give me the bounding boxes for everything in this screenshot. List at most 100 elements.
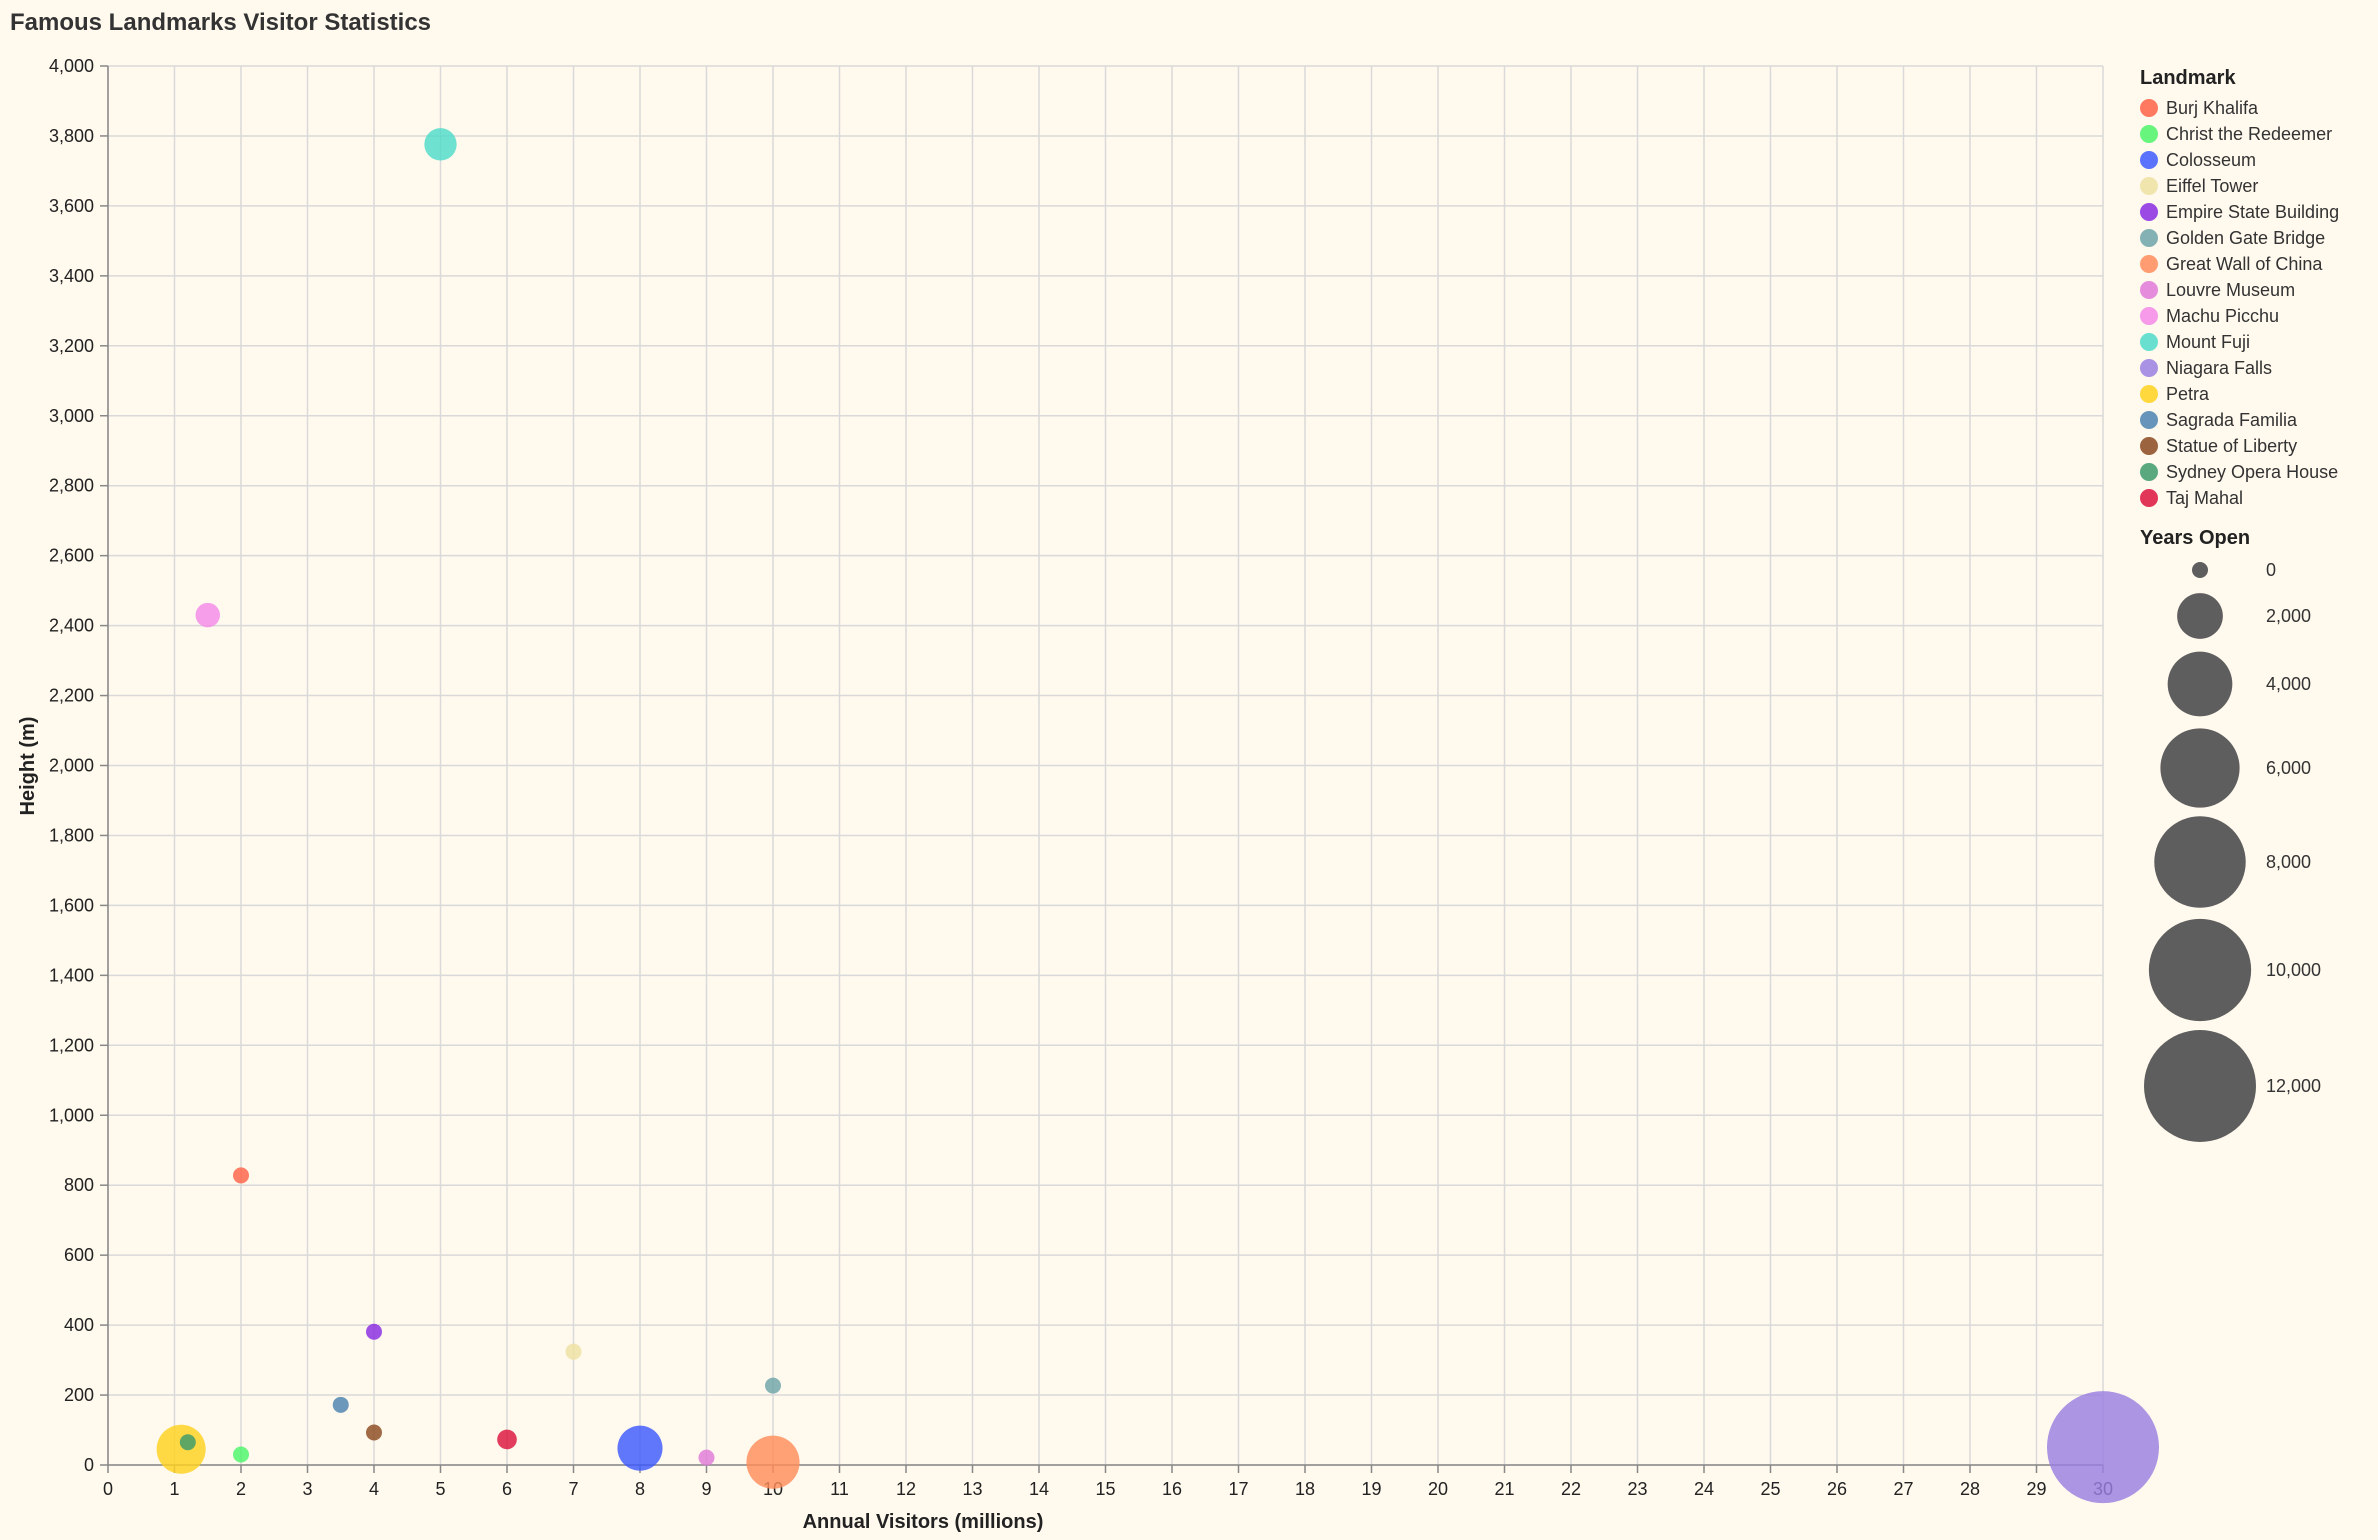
y-tick-label: 3,800	[49, 126, 94, 146]
point-sydney-opera-house[interactable]	[179, 1434, 196, 1451]
y-tick-label: 600	[64, 1245, 94, 1265]
point-taj-mahal[interactable]	[497, 1429, 517, 1450]
legend-swatch	[2140, 463, 2158, 481]
y-tick-label: 1,400	[49, 965, 94, 985]
y-tick-label: 2,400	[49, 616, 94, 636]
legend-label: Machu Picchu	[2166, 306, 2279, 326]
x-tick-label: 13	[962, 1479, 982, 1499]
point-niagara-falls[interactable]	[2047, 1391, 2159, 1504]
legend-swatch	[2140, 125, 2158, 143]
legend-swatch	[2140, 151, 2158, 169]
legend-label: Mount Fuji	[2166, 332, 2250, 352]
legend-swatch	[2140, 177, 2158, 195]
size-legend-title: Years Open	[2140, 527, 2250, 549]
size-legend-label: 8,000	[2266, 852, 2311, 872]
y-tick-label: 200	[64, 1385, 94, 1405]
size-legend-label: 2,000	[2266, 606, 2311, 626]
x-axis-title: Annual Visitors (millions)	[803, 1511, 1044, 1533]
point-golden-gate-bridge[interactable]	[765, 1377, 781, 1394]
point-louvre-museum[interactable]	[698, 1449, 715, 1466]
y-tick-label: 2,800	[49, 476, 94, 496]
size-legend-circle	[2154, 816, 2246, 908]
legend-swatch	[2140, 411, 2158, 429]
color-legend-title: Landmark	[2140, 67, 2236, 89]
size-legend-label: 6,000	[2266, 758, 2311, 778]
legend: Landmark Years Open Burj Khalifa Christ t…	[2140, 67, 2339, 1142]
legend-swatch	[2140, 281, 2158, 299]
legend-label: Christ the Redeemer	[2166, 124, 2332, 144]
point-colosseum[interactable]	[617, 1425, 663, 1471]
size-legend-circle	[2177, 593, 2223, 639]
point-machu-picchu[interactable]	[195, 602, 220, 628]
x-tick-label: 14	[1029, 1479, 1049, 1499]
legend-swatch	[2140, 255, 2158, 273]
y-axis-title: Height (m)	[17, 717, 39, 816]
x-tick-label: 7	[568, 1479, 578, 1499]
y-tick-label: 1,000	[49, 1105, 94, 1125]
x-tick-label: 19	[1361, 1479, 1381, 1499]
point-statue-of-liberty[interactable]	[366, 1424, 382, 1441]
y-tick-label: 3,000	[49, 406, 94, 426]
legend-label: Petra	[2166, 384, 2210, 404]
size-legend-circle	[2148, 918, 2252, 1022]
x-tick-label: 0	[103, 1479, 113, 1499]
x-tick-label: 3	[302, 1479, 312, 1499]
legend-label: Golden Gate Bridge	[2166, 228, 2325, 248]
legend-swatch	[2140, 359, 2158, 377]
y-tick-label: 1,200	[49, 1035, 94, 1055]
y-tick-label: 3,600	[49, 196, 94, 216]
point-great-wall-of-china[interactable]	[746, 1435, 800, 1489]
y-tick-label: 400	[64, 1315, 94, 1335]
point-petra[interactable]	[156, 1424, 206, 1474]
x-tick-label: 29	[2026, 1479, 2046, 1499]
x-tick-label: 5	[435, 1479, 445, 1499]
legend-swatch	[2140, 307, 2158, 325]
y-tick-label: 3,400	[49, 266, 94, 286]
legend-swatch	[2140, 437, 2158, 455]
grid	[107, 65, 2104, 1466]
legend-label: Sydney Opera House	[2166, 462, 2338, 482]
x-tick-label: 9	[701, 1479, 711, 1499]
legend-label: Burj Khalifa	[2166, 98, 2259, 118]
point-empire-state-building[interactable]	[366, 1323, 382, 1340]
x-tick-label: 17	[1228, 1479, 1248, 1499]
legend-label: Empire State Building	[2166, 202, 2339, 222]
size-legend-circle	[2192, 562, 2208, 578]
y-tick-label: 800	[64, 1175, 94, 1195]
size-legend-label: 4,000	[2266, 674, 2311, 694]
point-burj-khalifa[interactable]	[233, 1167, 249, 1184]
legend-label: Niagara Falls	[2166, 358, 2272, 378]
x-tick-label: 28	[1960, 1479, 1980, 1499]
x-tick-label: 4	[369, 1479, 379, 1499]
y-tick-label: 3,200	[49, 336, 94, 356]
x-tick-label: 21	[1494, 1479, 1514, 1499]
legend-swatch	[2140, 489, 2158, 507]
y-tick-label: 2,000	[49, 756, 94, 776]
x-tick-label: 11	[830, 1479, 849, 1499]
x-tick-label: 26	[1827, 1479, 1847, 1499]
legend-label: Eiffel Tower	[2166, 176, 2258, 196]
x-tick-label: 24	[1694, 1479, 1714, 1499]
legend-label: Louvre Museum	[2166, 280, 2295, 300]
legend-label: Colosseum	[2166, 150, 2256, 170]
point-christ-the-redeemer[interactable]	[233, 1446, 249, 1463]
legend-swatch	[2140, 99, 2158, 117]
legend-label: Sagrada Familia	[2166, 410, 2298, 430]
y-tick-label: 0	[84, 1455, 94, 1475]
size-legend-circle	[2144, 1030, 2256, 1142]
x-tick-label: 20	[1428, 1479, 1448, 1499]
x-tick-label: 12	[896, 1479, 916, 1499]
point-mount-fuji[interactable]	[424, 128, 457, 161]
x-tick-label: 2	[236, 1479, 246, 1499]
x-tick-label: 22	[1561, 1479, 1581, 1499]
point-sagrada-familia[interactable]	[332, 1396, 349, 1413]
x-tick-label: 8	[635, 1479, 645, 1499]
data-points	[156, 128, 2159, 1504]
x-tick-label: 23	[1627, 1479, 1647, 1499]
point-eiffel-tower[interactable]	[565, 1343, 582, 1360]
size-legend-label: 10,000	[2266, 960, 2321, 980]
size-legend-circle	[2160, 728, 2240, 808]
legend-swatch	[2140, 385, 2158, 403]
legend-label: Great Wall of China	[2166, 254, 2323, 274]
